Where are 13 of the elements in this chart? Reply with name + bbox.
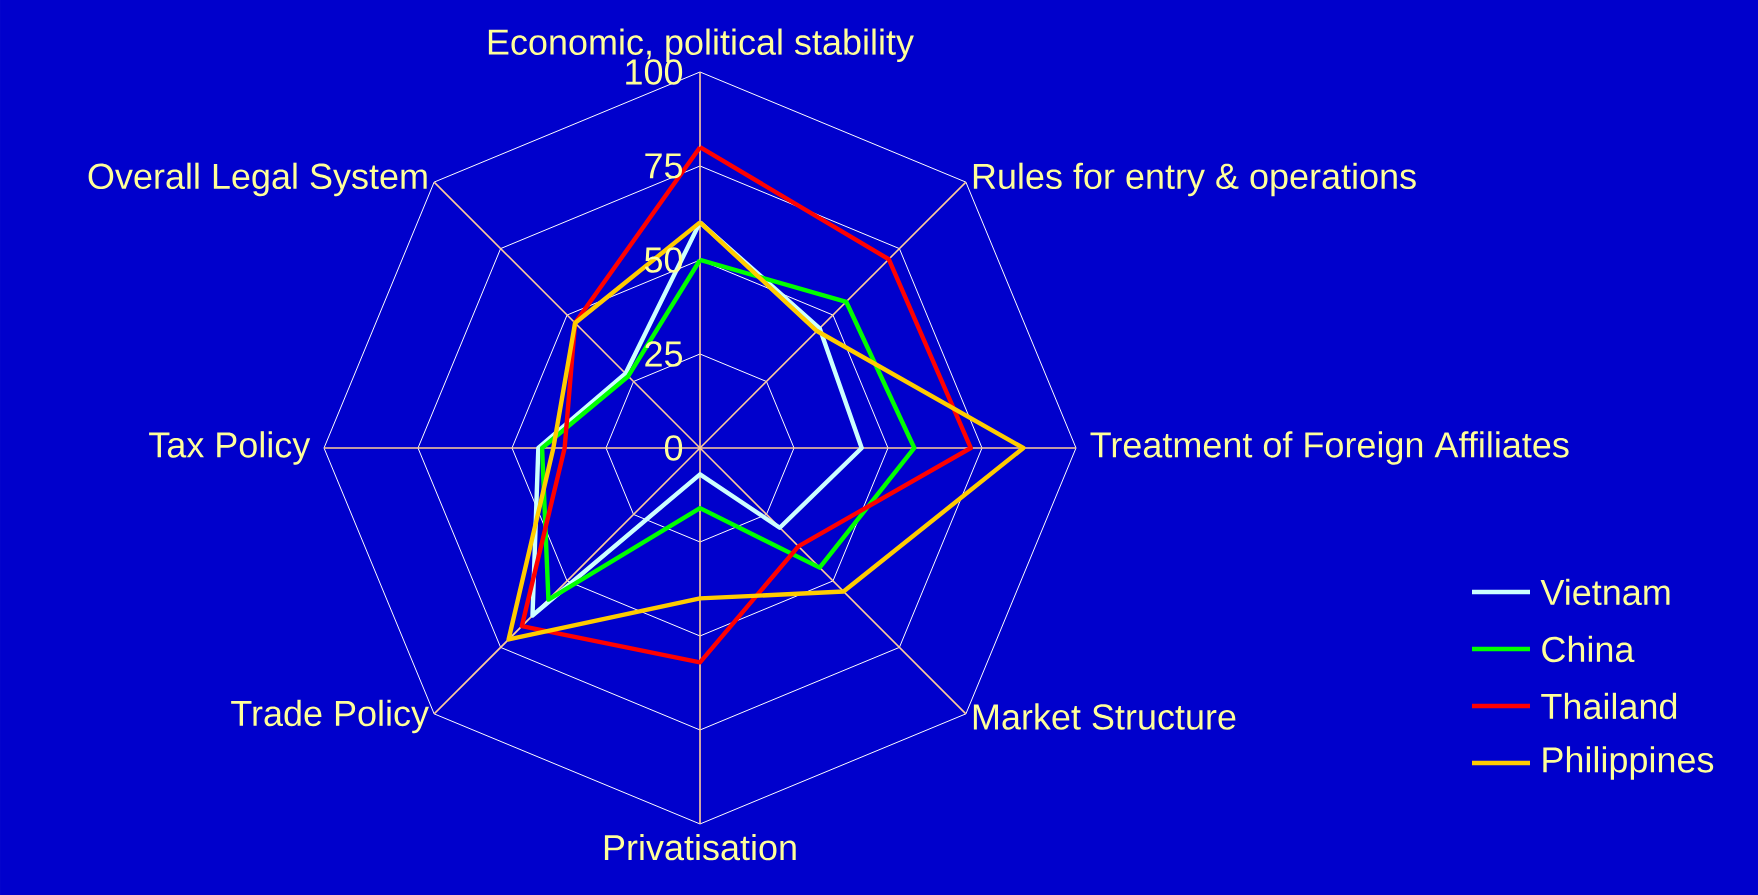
y-tick-label: 75	[645, 153, 683, 179]
spoke-label: Market Structure	[973, 703, 1236, 730]
spoke-label: Privatisation	[604, 833, 796, 861]
spoke-label: Overall Legal System	[88, 162, 427, 197]
legend-label: Vietnam	[1540, 578, 1670, 606]
spoke-label: Rules for entry & operations	[973, 162, 1416, 197]
spoke-label: Treatment of Foreign Affiliates	[1090, 431, 1569, 465]
legend-label: Philippines	[1543, 746, 1714, 780]
y-tick-label: 25	[645, 341, 683, 367]
legend-label: China	[1542, 635, 1635, 663]
legend-label: Thailand	[1541, 692, 1677, 720]
spoke-label: Trade Policy	[231, 699, 429, 734]
spoke-label: Tax Policy	[149, 431, 311, 465]
